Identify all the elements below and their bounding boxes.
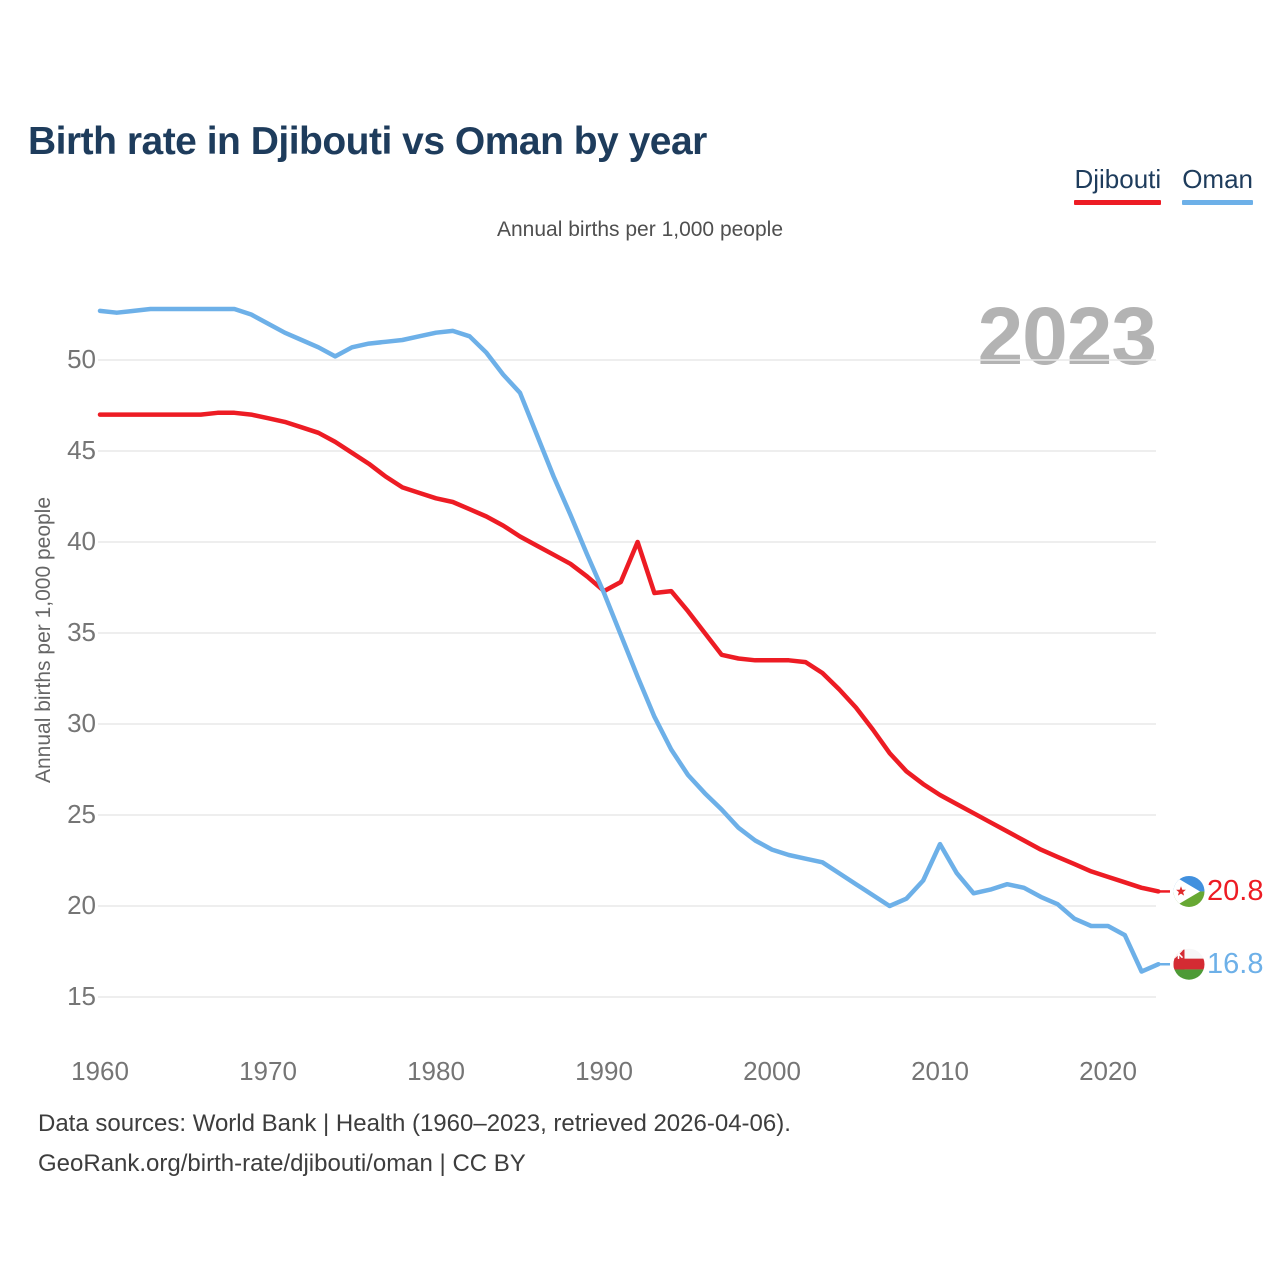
source-attribution: Data sources: World Bank | Health (1960–… — [38, 1104, 791, 1184]
oman-flag-icon — [1173, 948, 1205, 980]
y-tick-label-25: 25 — [67, 799, 96, 829]
legend: Djibouti Oman — [1074, 164, 1253, 205]
x-tick-label-2010: 2010 — [911, 1056, 969, 1086]
y-tick-label-20: 20 — [67, 890, 96, 920]
chart-subtitle: Annual births per 1,000 people — [496, 218, 784, 241]
legend-underline-djibouti — [1074, 200, 1162, 205]
year-watermark: 2023 — [977, 291, 1157, 382]
y-tick-label-15: 15 — [67, 981, 96, 1011]
x-tick-label-1960: 1960 — [71, 1056, 129, 1086]
x-tick-label-1990: 1990 — [575, 1056, 633, 1086]
djibouti-line — [97, 410, 1161, 894]
x-tick-label-1970: 1970 — [239, 1056, 297, 1086]
x-tick-label-1980: 1980 — [407, 1056, 465, 1086]
y-tick-label-45: 45 — [67, 435, 96, 465]
y-tick-label-35: 35 — [67, 617, 96, 647]
y-tick-label-40: 40 — [67, 526, 96, 556]
oman-end-value: 16.8 — [1207, 948, 1264, 981]
oman-line — [97, 306, 1161, 974]
legend-item-djibouti[interactable]: Djibouti — [1074, 164, 1162, 205]
legend-underline-oman — [1182, 200, 1253, 205]
y-tick-label-30: 30 — [67, 708, 96, 738]
x-tick-label-2000: 2000 — [743, 1056, 801, 1086]
legend-item-oman[interactable]: Oman — [1182, 164, 1253, 205]
djibouti-end-value: 20.8 — [1207, 875, 1264, 908]
djibouti-flag-icon — [1173, 875, 1205, 907]
y-tick-label-50: 50 — [67, 344, 96, 374]
legend-label-oman: Oman — [1182, 164, 1253, 194]
source-line: Data sources: World Bank | Health (1960–… — [38, 1110, 791, 1137]
source-link: GeoRank.org/birth-rate/djibouti/oman | C… — [38, 1150, 526, 1177]
x-tick-label-2020: 2020 — [1079, 1056, 1137, 1086]
page-title: Birth rate in Djibouti vs Oman by year — [28, 120, 707, 164]
legend-label-djibouti: Djibouti — [1074, 164, 1162, 194]
